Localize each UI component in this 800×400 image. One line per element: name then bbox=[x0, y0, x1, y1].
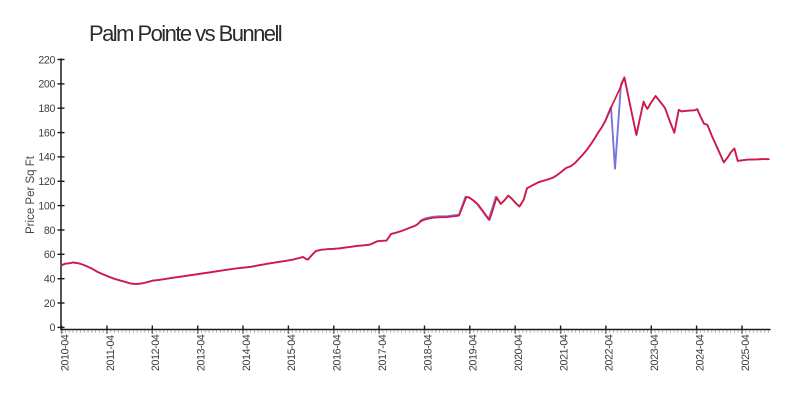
svg-text:2012-04: 2012-04 bbox=[150, 334, 162, 371]
svg-text:Price Per Sq Ft: Price Per Sq Ft bbox=[25, 155, 37, 234]
svg-text:2015-04: 2015-04 bbox=[286, 334, 298, 371]
svg-text:160: 160 bbox=[38, 127, 55, 139]
svg-text:2018-04: 2018-04 bbox=[422, 334, 434, 371]
svg-text:120: 120 bbox=[38, 176, 55, 188]
svg-text:100: 100 bbox=[38, 200, 55, 212]
svg-text:2013-04: 2013-04 bbox=[196, 334, 208, 371]
svg-text:2025-04: 2025-04 bbox=[740, 334, 752, 371]
svg-text:2020-04: 2020-04 bbox=[513, 334, 525, 371]
svg-text:200: 200 bbox=[38, 79, 55, 91]
svg-text:2023-04: 2023-04 bbox=[649, 334, 661, 371]
svg-text:2021-04: 2021-04 bbox=[558, 334, 570, 371]
svg-text:2014-04: 2014-04 bbox=[241, 334, 253, 371]
svg-text:2019-04: 2019-04 bbox=[468, 334, 480, 371]
svg-text:60: 60 bbox=[44, 249, 56, 261]
svg-text:2017-04: 2017-04 bbox=[377, 334, 389, 371]
svg-text:2016-04: 2016-04 bbox=[332, 334, 344, 371]
svg-text:2024-04: 2024-04 bbox=[694, 334, 706, 371]
svg-text:0: 0 bbox=[49, 322, 55, 334]
svg-text:20: 20 bbox=[44, 298, 56, 310]
svg-text:220: 220 bbox=[38, 54, 55, 66]
svg-text:Palm Pointe vs Bunnell: Palm Pointe vs Bunnell bbox=[89, 21, 282, 46]
svg-text:2022-04: 2022-04 bbox=[604, 334, 616, 371]
svg-text:40: 40 bbox=[44, 274, 56, 286]
svg-text:180: 180 bbox=[38, 103, 55, 115]
svg-text:2010-04: 2010-04 bbox=[59, 334, 71, 371]
svg-text:2011-04: 2011-04 bbox=[105, 335, 117, 371]
svg-text:140: 140 bbox=[38, 152, 55, 164]
svg-text:80: 80 bbox=[44, 225, 56, 237]
